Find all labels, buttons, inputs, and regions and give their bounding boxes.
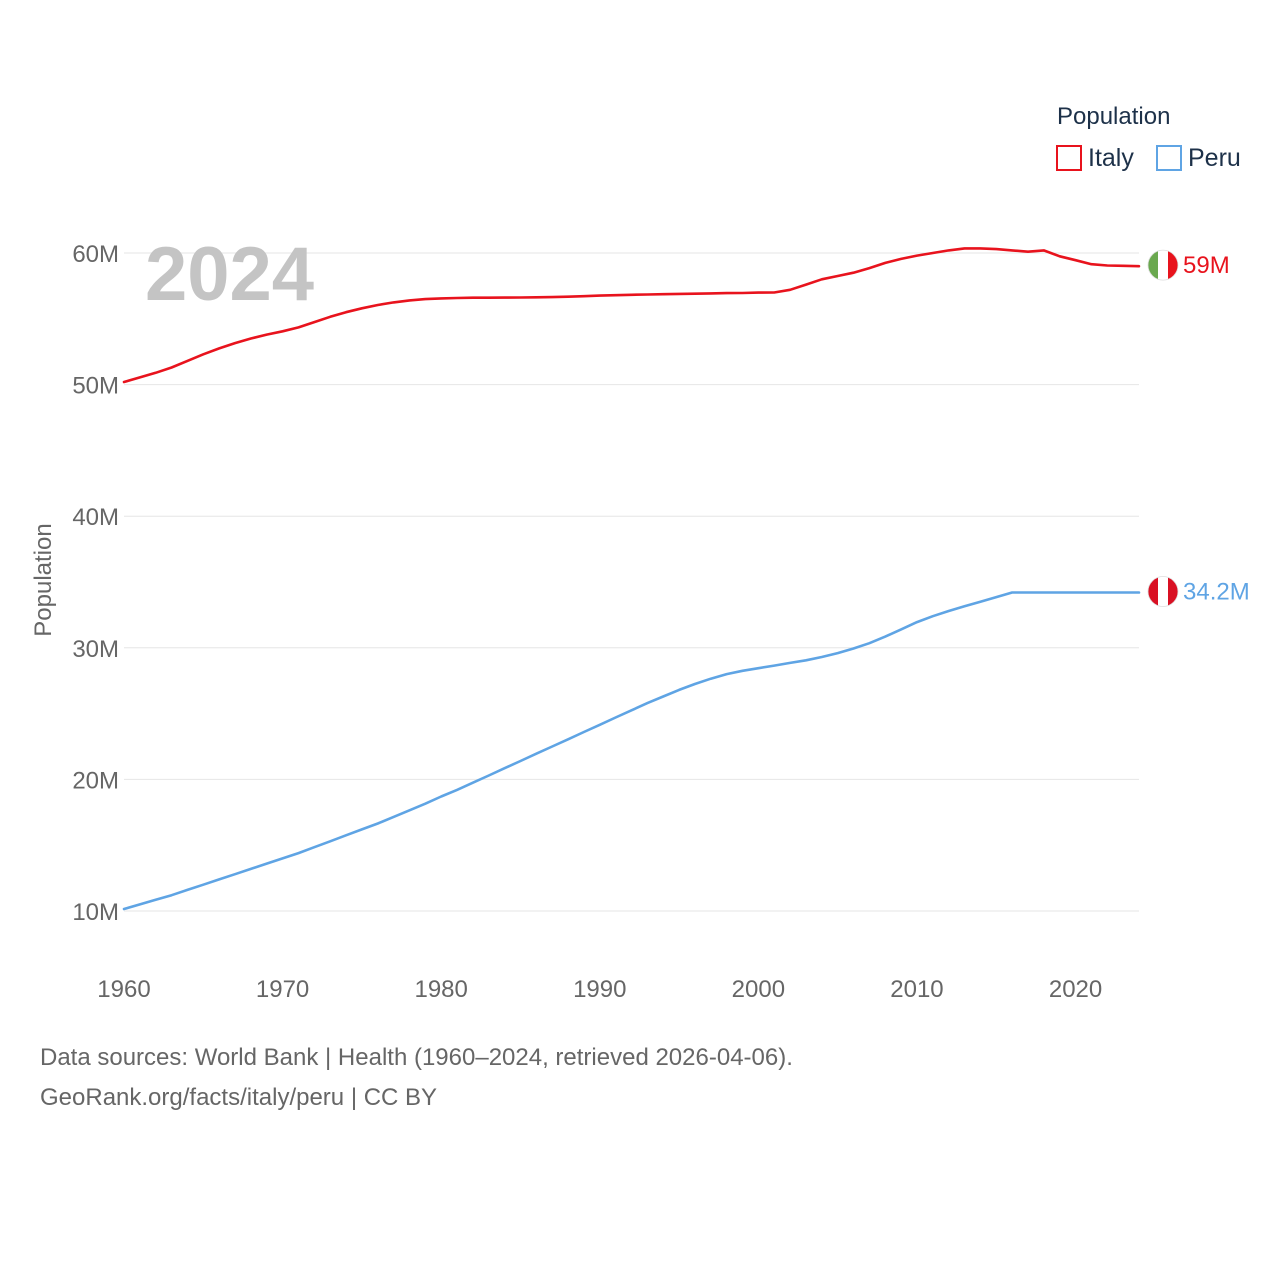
x-tick-label: 1960 bbox=[97, 976, 150, 1003]
legend-label-peru[interactable]: Peru bbox=[1188, 144, 1241, 172]
y-axis-title: Population bbox=[30, 523, 57, 636]
y-tick-label: 10M bbox=[72, 899, 119, 926]
legend-label-italy[interactable]: Italy bbox=[1088, 144, 1134, 172]
series-line-italy[interactable] bbox=[122, 247, 1141, 384]
y-tick-label: 60M bbox=[72, 241, 119, 268]
x-axis-ticks: 1960 1970 1980 1990 2000 2010 2020 bbox=[97, 976, 1102, 1003]
peru-flag-icon bbox=[1147, 576, 1179, 607]
legend-swatch-peru[interactable] bbox=[1156, 145, 1182, 171]
series-lines[interactable] bbox=[122, 247, 1141, 911]
gridlines bbox=[124, 252, 1139, 912]
data-sources-footnote: Data sources: World Bank | Health (1960–… bbox=[40, 1044, 793, 1071]
legend-swatch-italy[interactable] bbox=[1056, 145, 1082, 171]
source-link-footnote[interactable]: GeoRank.org/facts/italy/peru | CC BY bbox=[40, 1084, 438, 1111]
x-tick-label: 2020 bbox=[1049, 976, 1102, 1003]
italy-flag-icon bbox=[1147, 249, 1179, 281]
x-tick-label: 1980 bbox=[414, 976, 467, 1003]
x-tick-label: 2000 bbox=[732, 976, 785, 1003]
y-tick-label: 30M bbox=[72, 636, 119, 663]
x-tick-label: 2010 bbox=[890, 976, 943, 1003]
y-tick-label: 50M bbox=[72, 373, 119, 400]
x-tick-label: 1970 bbox=[256, 976, 309, 1003]
y-tick-label: 40M bbox=[72, 504, 119, 531]
end-value-label-italy: 59M bbox=[1183, 252, 1230, 279]
y-tick-label: 20M bbox=[72, 767, 119, 794]
legend-title: Population bbox=[1057, 103, 1170, 130]
y-axis-ticks: 10M 20M 30M 40M 50M 60M bbox=[72, 241, 119, 926]
end-value-label-peru: 34.2M bbox=[1183, 579, 1250, 606]
series-line-peru[interactable] bbox=[122, 591, 1141, 911]
legend: Population Italy Peru bbox=[1056, 103, 1241, 172]
series-end-markers: 59M 34.2M bbox=[1147, 249, 1250, 607]
x-tick-label: 1990 bbox=[573, 976, 626, 1003]
year-watermark: 2024 bbox=[145, 232, 314, 317]
